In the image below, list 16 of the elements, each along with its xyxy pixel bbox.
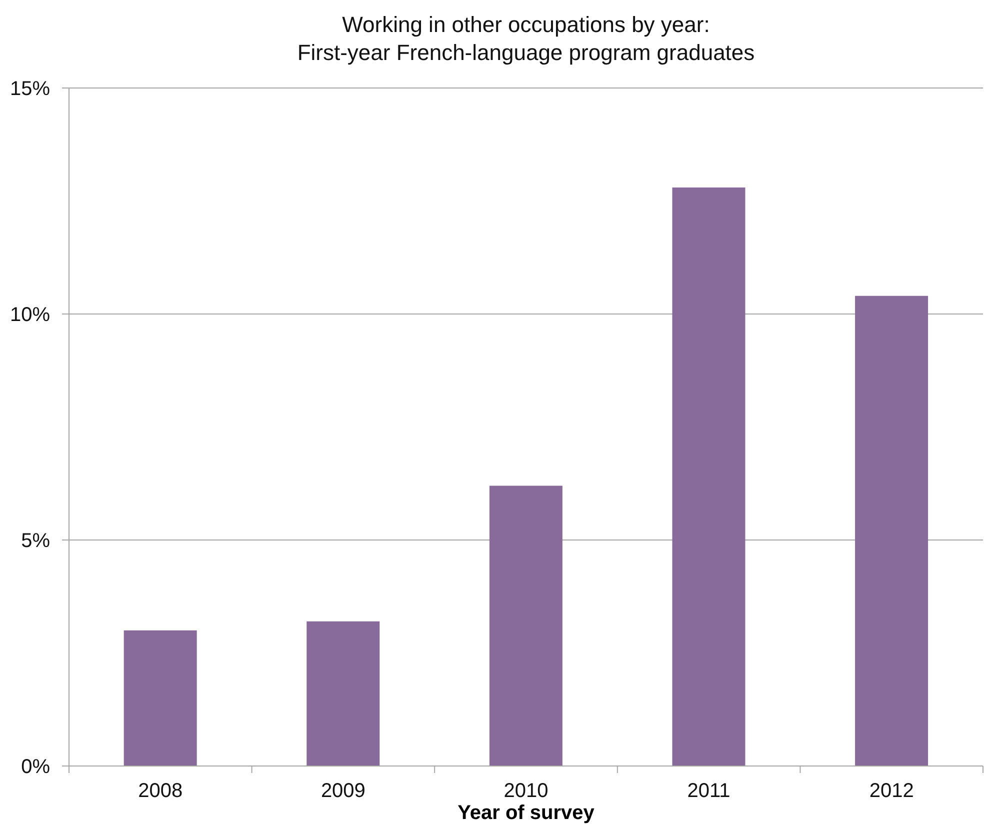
chart-title: Working in other occupations by year: First-year French-language program graduates — [296, 11, 756, 67]
y-tick-label: 15% — [10, 78, 50, 100]
bar — [672, 187, 746, 766]
x-tick-label: 2010 — [504, 780, 548, 802]
bar — [855, 296, 928, 766]
y-tick-label: 0% — [21, 756, 50, 778]
y-tick-label: 10% — [10, 304, 50, 326]
x-axis-title: Year of survey — [458, 802, 596, 824]
x-tick-label: 2009 — [320, 780, 366, 802]
x-tick-label: 2011 — [687, 780, 730, 802]
y-tick-label: 5% — [21, 530, 50, 552]
bar — [124, 630, 197, 766]
bar — [306, 621, 380, 766]
bar — [489, 486, 562, 766]
x-tick-label: 2012 — [869, 780, 914, 802]
x-tick-label: 2008 — [138, 780, 183, 802]
